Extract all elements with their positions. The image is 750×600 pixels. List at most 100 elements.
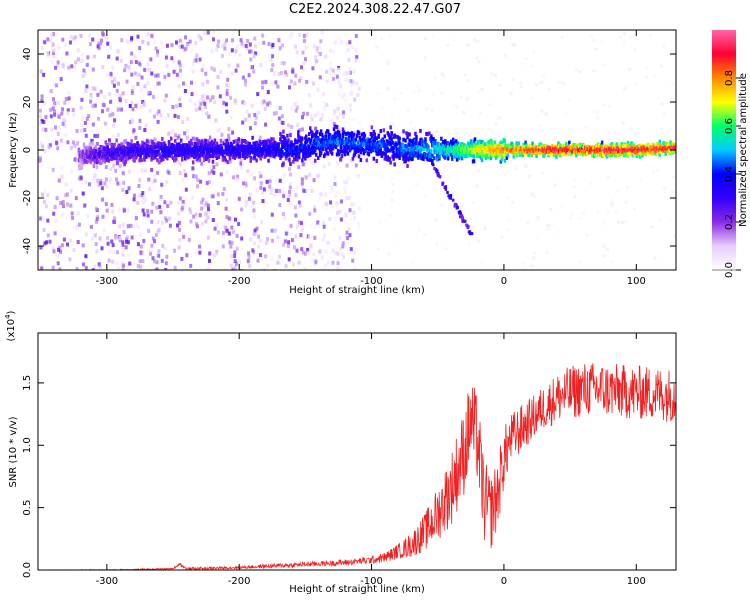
noise-cell bbox=[133, 54, 137, 59]
ridge-cell bbox=[551, 152, 554, 157]
noise-cell bbox=[129, 60, 133, 65]
ridge-cell bbox=[521, 153, 524, 158]
noise-cell bbox=[332, 226, 336, 231]
noise-cell bbox=[433, 75, 437, 79]
ridge-cell bbox=[206, 144, 210, 149]
noise-cell bbox=[132, 128, 136, 133]
noise-cell bbox=[281, 212, 285, 216]
ridge-cell bbox=[310, 150, 313, 155]
ridge-cell bbox=[469, 143, 473, 148]
ridge-cell bbox=[281, 150, 284, 155]
noise-cell bbox=[226, 77, 230, 82]
ridge-cell bbox=[638, 147, 642, 152]
ridge-cell bbox=[84, 151, 88, 156]
noise-cell bbox=[170, 56, 174, 61]
ridge-cell bbox=[449, 196, 452, 200]
noise-cell bbox=[628, 67, 631, 71]
noise-cell bbox=[343, 92, 347, 97]
noise-cell bbox=[146, 62, 150, 67]
noise-cell bbox=[39, 121, 43, 125]
ridge-cell bbox=[312, 145, 315, 150]
noise-cell bbox=[253, 113, 257, 117]
ridge-cell bbox=[511, 144, 514, 148]
ridge-cell bbox=[375, 136, 378, 141]
noise-cell bbox=[348, 208, 352, 213]
noise-cell bbox=[224, 225, 228, 230]
ridge-cell bbox=[235, 144, 239, 149]
noise-cell bbox=[198, 250, 202, 255]
noise-cell bbox=[264, 79, 268, 84]
noise-cell bbox=[336, 106, 340, 111]
noise-cell bbox=[173, 265, 177, 270]
ridge-cell bbox=[176, 142, 179, 147]
noise-cell bbox=[101, 197, 104, 202]
noise-cell bbox=[442, 75, 446, 78]
ridge-cell bbox=[352, 137, 356, 142]
figure-title: C2E2.2024.308.22.47.G07 bbox=[288, 2, 462, 17]
ridge-cell bbox=[234, 154, 238, 159]
noise-cell bbox=[266, 237, 269, 242]
ridge-cell bbox=[181, 157, 184, 162]
ridge-cell bbox=[186, 143, 190, 148]
noise-cell bbox=[51, 265, 55, 270]
noise-cell bbox=[125, 190, 129, 194]
noise-cell bbox=[198, 244, 202, 249]
noise-cell bbox=[156, 81, 160, 86]
noise-cell bbox=[353, 216, 356, 220]
noise-cell bbox=[391, 182, 395, 186]
noise-cell bbox=[320, 30, 324, 35]
ridge-cell bbox=[406, 131, 409, 136]
noise-cell bbox=[261, 199, 265, 203]
ridge-cell bbox=[422, 155, 425, 160]
ridge-cell bbox=[215, 141, 219, 146]
noise-cell bbox=[173, 248, 177, 253]
noise-cell bbox=[76, 240, 80, 244]
noise-cell bbox=[350, 202, 354, 207]
ridge-cell bbox=[156, 157, 159, 162]
noise-cell bbox=[72, 36, 76, 41]
noise-cell bbox=[73, 226, 77, 231]
noise-cell bbox=[179, 68, 182, 73]
ridge-cell bbox=[163, 141, 166, 146]
noise-cell bbox=[136, 264, 140, 269]
ridge-cell bbox=[165, 150, 168, 155]
ridge-cell bbox=[420, 156, 423, 161]
noise-cell bbox=[311, 66, 315, 71]
noise-cell bbox=[313, 208, 317, 213]
noise-cell bbox=[332, 68, 335, 73]
noise-cell bbox=[224, 102, 228, 107]
noise-cell bbox=[199, 36, 203, 41]
ridge-cell bbox=[279, 156, 282, 161]
noise-cell bbox=[215, 223, 219, 228]
noise-cell bbox=[110, 79, 114, 84]
noise-cell bbox=[338, 209, 342, 214]
noise-cell bbox=[89, 42, 92, 47]
ridge-cell bbox=[654, 143, 657, 147]
ridge-cell bbox=[207, 158, 211, 163]
ridge-cell bbox=[163, 147, 166, 152]
noise-cell bbox=[466, 43, 470, 47]
noise-cell bbox=[286, 198, 290, 202]
noise-cell bbox=[225, 83, 228, 88]
noise-cell bbox=[290, 106, 294, 111]
ridge-cell bbox=[161, 146, 164, 151]
noise-cell bbox=[178, 103, 182, 108]
noise-cell bbox=[118, 163, 122, 168]
ridge-cell bbox=[372, 129, 376, 134]
x-tick-label: -300 bbox=[95, 576, 118, 587]
ridge-cell bbox=[600, 140, 604, 145]
ridge-cell bbox=[437, 142, 440, 146]
noise-cell bbox=[185, 135, 189, 140]
noise-cell bbox=[248, 263, 252, 268]
noise-cell bbox=[203, 202, 207, 207]
noise-cell bbox=[152, 114, 156, 119]
noise-cell bbox=[294, 73, 298, 78]
noise-cell bbox=[199, 179, 203, 184]
noise-cell bbox=[151, 256, 155, 261]
noise-cell bbox=[524, 164, 528, 168]
ridge-cell bbox=[128, 145, 131, 150]
ridge-cell bbox=[455, 139, 458, 144]
noise-cell bbox=[206, 30, 210, 35]
noise-cell bbox=[126, 235, 129, 240]
ridge-cell bbox=[173, 143, 176, 148]
